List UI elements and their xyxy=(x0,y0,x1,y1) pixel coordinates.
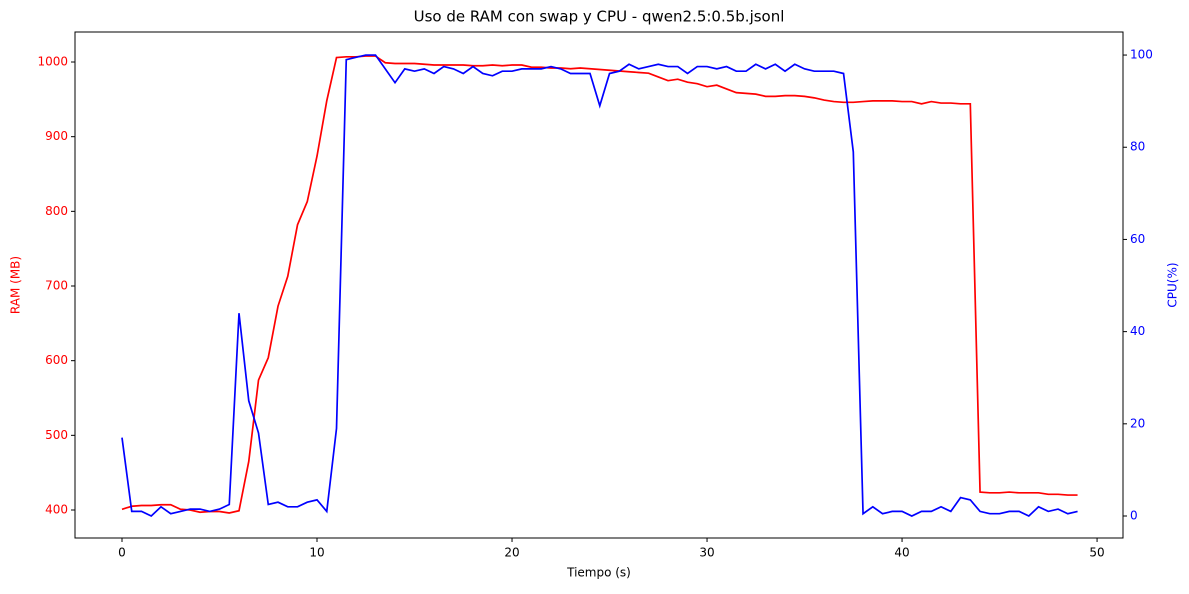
y-tick-label: 700 xyxy=(45,279,68,293)
x-axis-label: Tiempo (s) xyxy=(566,566,631,580)
y2-tick-label: 100 xyxy=(1130,48,1153,62)
x-tick-label: 0 xyxy=(118,546,126,560)
y-axis-label: RAM (MB) xyxy=(9,256,23,314)
y-tick-label: 600 xyxy=(45,353,68,367)
x-tick-label: 40 xyxy=(894,546,909,560)
y2-tick-label: 60 xyxy=(1130,232,1145,246)
y2-tick-label: 80 xyxy=(1130,140,1145,154)
y-tick-label: 800 xyxy=(45,204,68,218)
y-tick-label: 900 xyxy=(45,129,68,143)
plot-frame xyxy=(74,31,1124,539)
y2-tick-label: 40 xyxy=(1130,324,1145,338)
x-tick-label: 50 xyxy=(1089,546,1104,560)
x-tick-label: 30 xyxy=(699,546,714,560)
x-tick-label: 10 xyxy=(309,546,324,560)
x-tick-label: 20 xyxy=(504,546,519,560)
y-tick-label: 400 xyxy=(45,503,68,517)
y2-tick-label: 20 xyxy=(1130,416,1145,430)
y2-axis-label: CPU(%) xyxy=(1166,262,1180,307)
y2-tick-label: 0 xyxy=(1130,509,1138,523)
y-tick-label: 500 xyxy=(45,428,68,442)
line-series xyxy=(121,55,1078,514)
line-series xyxy=(121,54,1078,518)
chart-title: Uso de RAM con swap y CPU - qwen2.5:0.5b… xyxy=(414,8,785,26)
y-tick-label: 1000 xyxy=(37,55,68,69)
